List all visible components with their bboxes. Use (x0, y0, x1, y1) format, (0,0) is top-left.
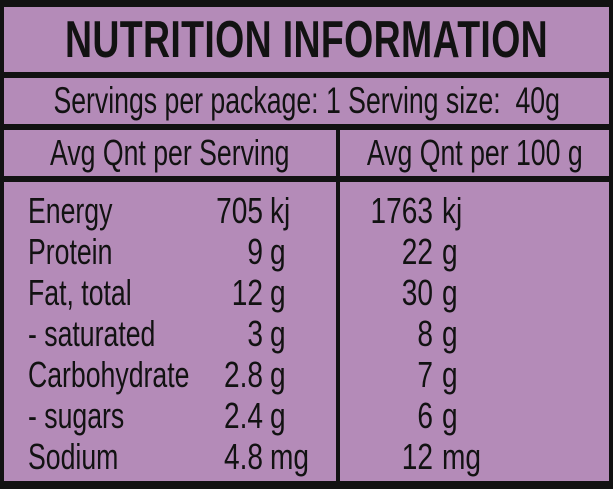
nutrient-value: 4.8 (223, 436, 263, 477)
servings-section: Servings per package: 1 Serving size: 40… (4, 78, 609, 130)
nutrient-label: - saturated (28, 313, 156, 354)
nutrient-unit: kj (270, 190, 291, 231)
nutrient-label: Sodium (28, 436, 119, 477)
data-column-per-serving: Energy 705 kj Protein 9 g Fat, total 12 … (4, 182, 340, 481)
nutrient-value: 30 (401, 272, 433, 313)
nutrition-title: NUTRITION INFORMATION (64, 10, 549, 69)
nutrient-unit: g (270, 231, 286, 272)
nutrient-label: - sugars (28, 395, 125, 436)
nutrient-row-energy-100g: 1763 kj (340, 190, 609, 231)
nutrient-value: 3 (247, 313, 263, 354)
nutrient-value: 22 (401, 231, 433, 272)
nutrient-unit: g (270, 272, 286, 313)
data-section: Energy 705 kj Protein 9 g Fat, total 12 … (4, 182, 609, 481)
servings-text: Servings per package: 1 Serving size: 40… (53, 80, 560, 121)
nutrient-unit: g (442, 272, 458, 313)
nutrient-label: Carbohydrate (28, 354, 190, 395)
nutrient-unit: g (442, 313, 458, 354)
nutrient-row-sodium: Sodium 4.8 mg (4, 436, 336, 477)
nutrient-unit: g (270, 313, 286, 354)
nutrient-unit: g (270, 354, 286, 395)
nutrient-value: 705 (216, 190, 263, 231)
column-header-row: Avg Qnt per Serving Avg Qnt per 100 g (4, 130, 609, 182)
nutrient-value: 7 (417, 354, 433, 395)
nutrient-label: Protein (28, 231, 113, 272)
nutrient-row-carbohydrate: Carbohydrate 2.8 g (4, 354, 336, 395)
nutrient-label: Fat, total (28, 272, 132, 313)
nutrient-row-saturated: - saturated 3 g (4, 313, 336, 354)
nutrient-row-energy: Energy 705 kj (4, 190, 336, 231)
nutrient-row-sodium-100g: 12 mg (340, 436, 609, 477)
nutrient-unit: mg (270, 436, 310, 477)
col-header-per-serving-cell: Avg Qnt per Serving (4, 130, 340, 176)
nutrient-unit: mg (442, 436, 482, 477)
nutrient-value: 6 (417, 395, 433, 436)
nutrient-row-saturated-100g: 8 g (340, 313, 609, 354)
nutrient-unit: g (442, 231, 458, 272)
nutrient-unit: g (442, 354, 458, 395)
nutrient-value: 2.8 (223, 354, 263, 395)
nutrient-row-carbohydrate-100g: 7 g (340, 354, 609, 395)
col-header-per-100g: Avg Qnt per 100 g (366, 132, 583, 173)
nutrient-row-sugars: - sugars 2.4 g (4, 395, 336, 436)
col-header-per-100g-cell: Avg Qnt per 100 g (340, 130, 609, 176)
nutrient-row-protein: Protein 9 g (4, 231, 336, 272)
nutrient-label: Energy (28, 190, 113, 231)
nutrient-row-fat-total-100g: 30 g (340, 272, 609, 313)
nutrient-value: 9 (247, 231, 263, 272)
nutrient-unit: kj (442, 190, 463, 231)
nutrient-value: 2.4 (223, 395, 263, 436)
nutrient-value: 8 (417, 313, 433, 354)
nutrient-row-fat-total: Fat, total 12 g (4, 272, 336, 313)
nutrient-row-protein-100g: 22 g (340, 231, 609, 272)
col-header-per-serving: Avg Qnt per Serving (50, 132, 290, 173)
nutrient-unit: g (270, 395, 286, 436)
title-section: NUTRITION INFORMATION (4, 7, 609, 78)
nutrient-unit: g (442, 395, 458, 436)
nutrient-row-sugars-100g: 6 g (340, 395, 609, 436)
nutrient-value: 1763 (370, 190, 433, 231)
data-column-per-100g: 1763 kj 22 g 30 g 8 g 7 g 6 g (340, 182, 609, 481)
nutrient-value: 12 (231, 272, 263, 313)
nutrient-value: 12 (401, 436, 433, 477)
